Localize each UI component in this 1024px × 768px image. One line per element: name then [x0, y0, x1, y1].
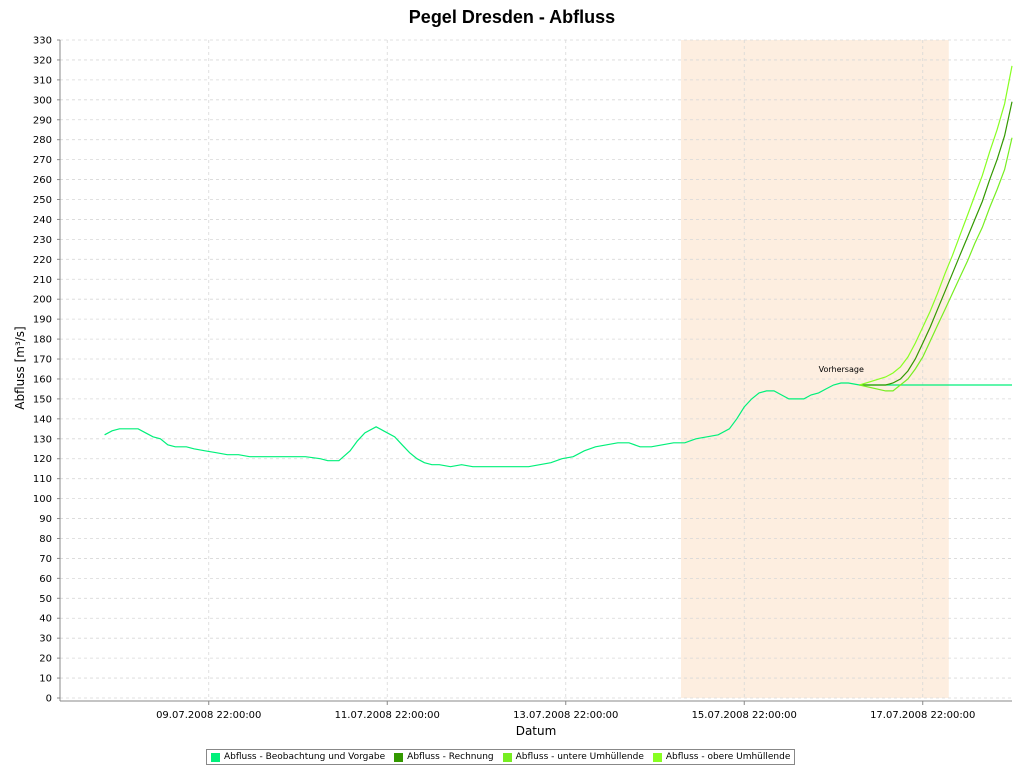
legend-label: Abfluss - obere Umhüllende — [665, 752, 791, 762]
chart-title: Pegel Dresden - Abfluss — [409, 7, 615, 27]
legend-swatch — [652, 752, 662, 762]
chart-canvas: Pegel Dresden - Abfluss 0 10 20 30 40 50 60 70 8… — [13, 7, 1013, 738]
legend-item: Abfluss - Beobachtung und Vorgabe — [211, 752, 385, 762]
y-tick-label: 40 — [39, 614, 52, 625]
y-tick-label: 70 — [39, 554, 52, 565]
legend-item: Abfluss - Rechnung — [394, 752, 494, 762]
legend-label: Abfluss - Rechnung — [407, 752, 494, 762]
y-tick-label: 310 — [33, 75, 52, 86]
y-tick-label: 290 — [33, 115, 52, 126]
y-tick-label: 60 — [39, 574, 52, 585]
legend-item: Abfluss - obere Umhüllende — [652, 752, 791, 762]
x-tick-label: 15.07.2008 22:00:00 — [692, 710, 797, 721]
axes — [59, 40, 1012, 702]
y-tick-label: 50 — [39, 594, 52, 605]
x-tick-label: 17.07.2008 22:00:00 — [870, 710, 975, 721]
y-tick-label: 230 — [33, 235, 52, 246]
x-tick-label: 13.07.2008 22:00:00 — [513, 710, 618, 721]
legend-swatch — [211, 752, 220, 762]
forecast-annotation: Vorhersage — [819, 365, 864, 374]
y-tick-label: 180 — [33, 335, 52, 346]
y-axis-ticks: 0 10 20 30 40 50 60 70 80 90 100 110 120 130 140 150 160… — [33, 36, 60, 705]
y-tick-label: 240 — [33, 215, 52, 226]
y-tick-label: 280 — [33, 135, 52, 146]
y-tick-label: 10 — [39, 674, 52, 685]
series-layer — [104, 65, 1013, 468]
legend-item: Abfluss - untere Umhüllende — [502, 752, 644, 762]
y-tick-label: 170 — [33, 355, 52, 366]
y-tick-label: 300 — [33, 95, 52, 106]
y-tick-label: 80 — [39, 534, 52, 545]
y-tick-label: 150 — [33, 394, 52, 405]
x-axis-label: Datum — [516, 724, 557, 738]
y-tick-label: 320 — [33, 55, 52, 66]
y-tick-label: 160 — [33, 374, 52, 385]
y-tick-label: 220 — [33, 255, 52, 266]
y-tick-label: 120 — [33, 454, 52, 465]
y-tick-label: 100 — [33, 494, 52, 505]
series-line-2 — [859, 101, 1013, 386]
legend-swatch — [394, 752, 404, 762]
x-axis-ticks: 09.07.2008 22:00:00 11.07.2008 22:00:00 13… — [156, 701, 975, 721]
plot-background — [60, 40, 1012, 698]
y-tick-label: 210 — [33, 275, 52, 286]
y-tick-label: 0 — [46, 694, 52, 705]
grid-lines — [60, 39, 1012, 699]
x-tick-label: 09.07.2008 22:00:00 — [156, 710, 261, 721]
y-tick-label: 90 — [39, 514, 52, 525]
y-tick-label: 130 — [33, 434, 52, 445]
x-tick-label: 11.07.2008 22:00:00 — [335, 710, 440, 721]
y-tick-label: 110 — [33, 474, 52, 485]
y-tick-label: 190 — [33, 315, 52, 326]
y-tick-label: 260 — [33, 175, 52, 186]
y-tick-label: 250 — [33, 195, 52, 206]
y-axis-label: Abfluss [m³/s] — [13, 326, 27, 409]
y-tick-label: 30 — [39, 634, 52, 645]
y-tick-label: 330 — [33, 36, 52, 47]
y-tick-label: 140 — [33, 414, 52, 425]
y-tick-label: 200 — [33, 295, 52, 306]
legend-label: Abfluss - Beobachtung und Vorgabe — [224, 752, 386, 762]
y-tick-label: 270 — [33, 155, 52, 166]
forecast-region — [681, 40, 949, 698]
series-line-4 — [859, 65, 1013, 386]
legend-label: Abfluss - untere Umhüllende — [515, 752, 644, 762]
legend-swatch — [502, 752, 512, 762]
legend: Abfluss - Beobachtung und Vorgabe Abfluss… — [206, 749, 796, 765]
series-line-1 — [104, 382, 1012, 468]
series-line-3 — [859, 137, 1013, 392]
y-tick-label: 20 — [39, 654, 52, 665]
